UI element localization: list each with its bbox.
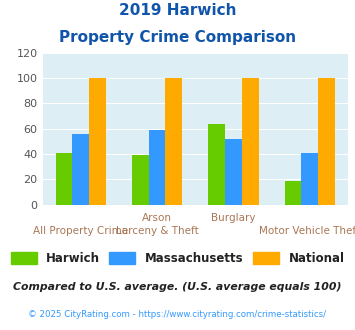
Text: Compared to U.S. average. (U.S. average equals 100): Compared to U.S. average. (U.S. average …: [13, 282, 342, 292]
Bar: [72, 134, 89, 205]
Text: All Property Crime: All Property Crime: [33, 226, 128, 236]
Bar: [89, 78, 106, 205]
Legend: Harwich, Massachusetts, National: Harwich, Massachusetts, National: [6, 247, 349, 269]
Bar: [149, 130, 165, 205]
Text: Larceny & Theft: Larceny & Theft: [116, 226, 198, 236]
Text: Motor Vehicle Theft: Motor Vehicle Theft: [259, 226, 355, 236]
Bar: [318, 78, 335, 205]
Bar: [56, 153, 72, 205]
Text: Burglary: Burglary: [211, 213, 256, 223]
Bar: [301, 153, 318, 205]
Text: Property Crime Comparison: Property Crime Comparison: [59, 30, 296, 45]
Bar: [225, 139, 242, 205]
Text: © 2025 CityRating.com - https://www.cityrating.com/crime-statistics/: © 2025 CityRating.com - https://www.city…: [28, 310, 327, 319]
Text: 2019 Harwich: 2019 Harwich: [119, 3, 236, 18]
Bar: [242, 78, 258, 205]
Text: Arson: Arson: [142, 213, 172, 223]
Bar: [165, 78, 182, 205]
Bar: [285, 181, 301, 205]
Bar: [132, 155, 149, 205]
Bar: [208, 124, 225, 205]
